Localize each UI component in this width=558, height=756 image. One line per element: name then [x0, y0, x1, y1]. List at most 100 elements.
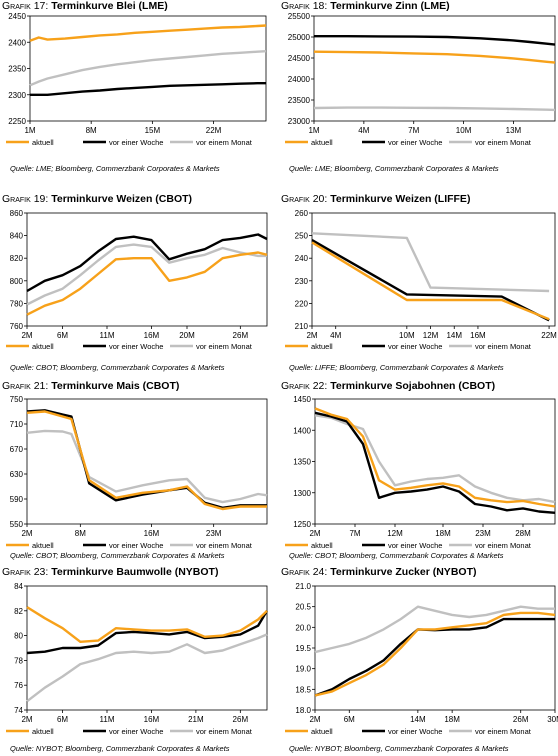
- x-tick-label: 21M: [188, 715, 204, 724]
- y-tick-label: 750: [10, 395, 24, 404]
- y-tick-label: 82: [14, 607, 23, 616]
- chart-title: Grafik 19: Terminkurve Weizen (CBOT): [2, 193, 192, 205]
- chart-title-text: Terminkurve Mais (CBOT): [51, 380, 180, 392]
- x-tick-label: 22M: [541, 331, 557, 340]
- chart-title-prefix: Grafik 24:: [281, 566, 328, 578]
- series-line-2: [314, 605, 555, 654]
- chart-title-prefix: Grafik 21:: [2, 380, 49, 392]
- legend-label: vor einem Monat: [196, 138, 253, 147]
- y-tick-label: 19.0: [295, 665, 311, 674]
- x-tick-label: 26M: [513, 715, 529, 724]
- legend-label: aktuell: [32, 342, 54, 351]
- x-tick-label: 7M: [349, 529, 360, 538]
- y-tick-label: 2400: [8, 38, 26, 47]
- legend-label: vor einem Monat: [475, 541, 532, 550]
- x-tick-label: 2M: [21, 331, 32, 340]
- legend-label: vor einem Monat: [196, 342, 253, 351]
- y-tick-label: 860: [10, 209, 24, 218]
- x-tick-label: 8M: [75, 529, 86, 538]
- legend-label: aktuell: [32, 541, 54, 550]
- plot-frame: [26, 585, 268, 711]
- y-tick-label: 18.0: [295, 706, 311, 715]
- y-tick-label: 1450: [293, 395, 311, 404]
- x-tick-label: 26M: [233, 331, 249, 340]
- chart-title-text: Terminkurve Blei (LME): [51, 0, 168, 12]
- chart-title: Grafik 18: Terminkurve Zinn (LME): [281, 0, 450, 12]
- legend-label: vor einer Woche: [388, 541, 442, 550]
- legend-label: vor einer Woche: [388, 342, 442, 351]
- chart-panel-weizen-liffe: Grafik 20: Terminkurve Weizen (LIFFE) 21…: [279, 193, 558, 382]
- series-line-1: [26, 233, 268, 293]
- plot-frame: [313, 15, 556, 122]
- y-tick-label: 23500: [288, 96, 311, 105]
- y-tick-label: 19.5: [295, 644, 311, 653]
- plot-frame: [311, 212, 556, 327]
- series-line-2: [313, 106, 556, 112]
- chart-title-prefix: Grafik 22:: [281, 380, 328, 392]
- y-tick-label: 240: [295, 254, 309, 263]
- x-tick-label: 11M: [100, 331, 115, 340]
- y-tick-label: 230: [295, 277, 309, 286]
- legend-label: vor einer Woche: [388, 138, 442, 147]
- y-tick-label: 21.0: [295, 582, 311, 591]
- y-tick-label: 1300: [293, 489, 311, 498]
- series-line-0: [311, 241, 550, 321]
- legend-label: aktuell: [311, 541, 333, 550]
- y-tick-label: 76: [14, 681, 23, 690]
- legend-label: vor einem Monat: [475, 727, 532, 736]
- x-tick-label: 16M: [144, 331, 160, 340]
- series-line-1: [314, 411, 556, 514]
- x-tick-label: 28M: [515, 529, 531, 538]
- y-tick-label: 590: [10, 495, 24, 504]
- chart-title: Grafik 22: Terminkurve Sojabohnen (CBOT): [281, 380, 495, 392]
- series-line-0: [29, 24, 267, 42]
- y-tick-label: 84: [14, 582, 23, 591]
- x-tick-label: 20M: [179, 331, 195, 340]
- legend-label: vor einer Woche: [109, 138, 163, 147]
- series-line-0: [314, 407, 556, 508]
- chart-title-text: Terminkurve Weizen (LIFFE): [330, 193, 471, 205]
- y-tick-label: 630: [10, 470, 24, 479]
- x-tick-label: 8M: [86, 126, 97, 135]
- y-tick-label: 78: [14, 656, 23, 665]
- legend-label: aktuell: [311, 342, 333, 351]
- chart-svg: 18.0 18.5 19.0 19.5 20.0 20.5 21.0 2M 6M 14M 18M 26…: [285, 582, 558, 736]
- chart-title-prefix: Grafik 19:: [2, 193, 49, 205]
- chart-panel-baumwolle: Grafik 23: Terminkurve Baumwolle (NYBOT)…: [0, 566, 279, 755]
- series-line-2: [311, 232, 550, 293]
- chart-panel-mais: Grafik 21: Terminkurve Mais (CBOT) 550 59…: [0, 380, 279, 569]
- series-line-0: [314, 611, 556, 697]
- x-tick-label: 2M: [306, 331, 317, 340]
- y-tick-label: 820: [10, 254, 24, 263]
- series-line-2: [26, 429, 268, 504]
- y-tick-label: 250: [295, 232, 309, 241]
- plot-frame: [314, 398, 556, 525]
- series-line-2: [26, 243, 267, 306]
- y-tick-label: 1350: [293, 458, 311, 467]
- y-tick-label: 2350: [8, 65, 26, 74]
- y-tick-label: 25500: [288, 12, 311, 21]
- chart-svg: 2250 2300 2350 2400 2450 1M 8M 15M 22M aktuell vor…: [6, 12, 267, 147]
- y-tick-label: 2450: [8, 12, 26, 21]
- chart-title-text: Terminkurve Weizen (CBOT): [51, 193, 193, 205]
- chart-title-prefix: Grafik 18:: [281, 0, 328, 12]
- chart-title-text: Terminkurve Baumwolle (NYBOT): [51, 566, 219, 578]
- series-line-1: [30, 81, 266, 97]
- chart-title-prefix: Grafik 23:: [2, 566, 49, 578]
- x-tick-label: 18M: [435, 529, 451, 538]
- y-tick-label: 20.5: [295, 603, 311, 612]
- x-tick-label: 11M: [100, 715, 115, 724]
- plot-frame: [26, 398, 268, 525]
- x-tick-label: 2M: [309, 715, 320, 724]
- chart-title-text: Terminkurve Zucker (NYBOT): [330, 566, 477, 578]
- y-tick-label: 1400: [293, 426, 311, 435]
- legend-label: vor einem Monat: [475, 342, 532, 351]
- x-tick-label: 18M: [444, 715, 460, 724]
- chart-svg: 23000 23500 24000 24500 25000 25500 1M 4M 7M 10M 1…: [285, 12, 556, 147]
- chart-panel-sojabohnen: Grafik 22: Terminkurve Sojabohnen (CBOT)…: [279, 380, 558, 569]
- y-tick-label: 710: [10, 420, 24, 429]
- x-tick-label: 4M: [358, 126, 369, 135]
- x-tick-label: 23M: [475, 529, 491, 538]
- series-line-1: [314, 35, 556, 46]
- chart-source: Quelle: LIFFE; Bloomberg, Commerzbank Co…: [289, 363, 504, 372]
